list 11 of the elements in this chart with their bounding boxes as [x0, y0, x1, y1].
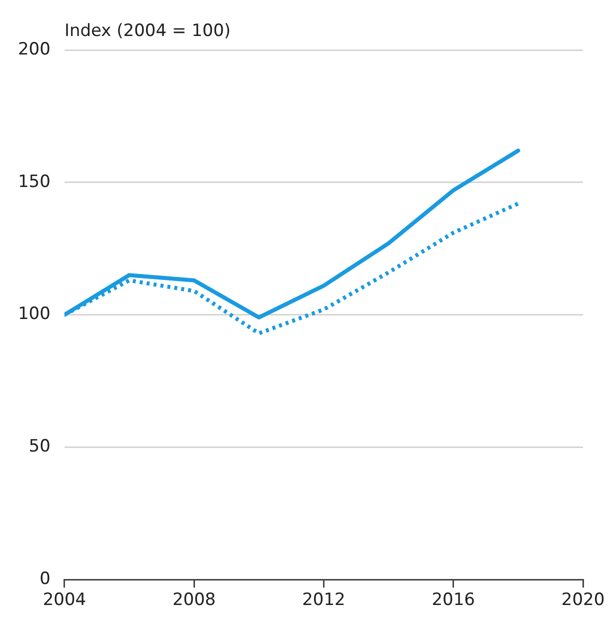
y-tick-label: 100	[18, 304, 50, 324]
y-tick-label: 50	[28, 436, 50, 457]
y-tick-label: 200	[18, 39, 50, 60]
x-tick-label: 2004	[42, 590, 86, 610]
y-axis-title: Index (2004 = 100)	[64, 20, 231, 41]
x-tick-label: 2016	[432, 590, 475, 610]
y-tick-label: 150	[18, 172, 50, 192]
x-tick-label: 2008	[172, 590, 216, 610]
y-tick-label: 0	[40, 569, 50, 590]
x-tick-label: 2012	[302, 590, 346, 610]
x-tick-label: 2020	[561, 590, 605, 610]
